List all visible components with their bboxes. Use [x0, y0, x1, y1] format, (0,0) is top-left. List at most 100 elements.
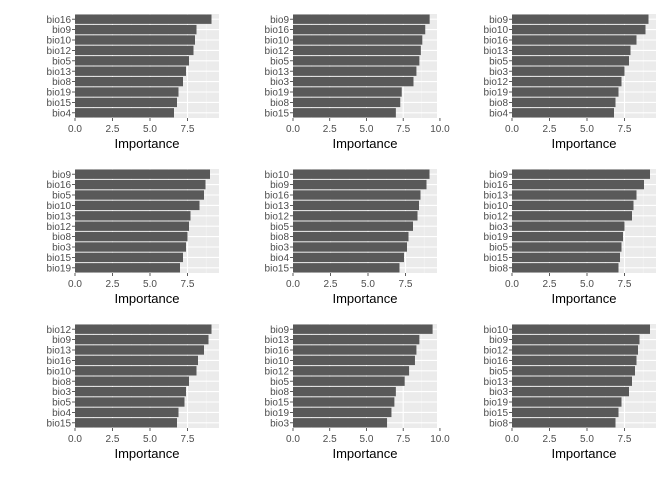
bar-bio5 [512, 56, 629, 66]
x-tick-label: 0.0 [286, 124, 300, 135]
bar-bio16 [293, 190, 421, 200]
y-tick-label: bio19 [265, 408, 290, 419]
bar-bio8 [75, 231, 188, 242]
bar-bio16 [75, 179, 206, 190]
y-tick-label: bio19 [484, 88, 509, 99]
x-axis-title: Importance [114, 291, 179, 306]
x-tick-label: 7.5 [181, 434, 195, 445]
bar-bio3 [512, 386, 629, 397]
y-tick-label: bio8 [489, 98, 508, 109]
y-tick-label: bio10 [484, 201, 509, 212]
y-tick-label: bio3 [52, 243, 71, 254]
bar-bio16 [512, 35, 637, 45]
bar-bio9 [293, 179, 427, 190]
x-axis-title: Importance [114, 446, 179, 461]
bar-bio13 [293, 334, 420, 345]
y-tick-label: bio9 [52, 335, 71, 346]
x-axis-title: Importance [332, 446, 397, 461]
bar-bio19 [512, 397, 622, 407]
bar-bio15 [512, 407, 619, 418]
x-tick-label: 0.0 [505, 124, 519, 135]
y-tick-label: bio16 [265, 25, 290, 36]
bar-bio15 [75, 418, 177, 428]
y-tick-label: bio4 [270, 253, 289, 264]
bar-bio10 [75, 366, 197, 376]
bar-bio8 [512, 263, 619, 273]
bar-bio5 [512, 366, 635, 376]
bar-bio19 [293, 87, 402, 97]
y-tick-label: bio13 [47, 346, 72, 357]
x-tick-label: 0.0 [68, 124, 82, 135]
y-tick-label: bio13 [265, 67, 290, 78]
y-tick-label: bio16 [265, 191, 290, 202]
bar-bio12 [75, 221, 189, 231]
bar-bio15 [75, 97, 177, 108]
y-tick-label: bio12 [265, 366, 290, 377]
bar-bio19 [75, 87, 179, 97]
bar-bio5 [512, 242, 622, 252]
y-tick-label: bio15 [265, 263, 290, 274]
x-axis-title: Importance [114, 136, 179, 151]
x-tick-label: 2.5 [323, 434, 337, 445]
bar-bio8 [293, 386, 396, 397]
y-tick-label: bio4 [52, 108, 71, 119]
bar-bio9 [293, 324, 433, 334]
bar-bio12 [512, 345, 638, 355]
bar-bio8 [293, 97, 401, 108]
x-tick-label: 0.0 [286, 434, 300, 445]
y-tick-label: bio19 [47, 263, 72, 274]
y-tick-label: bio9 [270, 15, 289, 26]
bar-bio5 [75, 397, 185, 407]
y-tick-label: bio4 [52, 408, 71, 419]
bar-bio13 [75, 345, 204, 355]
bar-bio9 [75, 169, 210, 179]
x-tick-label: 7.5 [396, 124, 410, 135]
x-tick-label: 7.5 [399, 279, 413, 290]
bar-bio8 [75, 376, 189, 386]
bar-bio3 [512, 66, 625, 76]
x-tick-label: 7.5 [181, 279, 195, 290]
bar-bio10 [75, 35, 195, 45]
y-tick-label: bio8 [52, 77, 71, 88]
y-tick-label: bio5 [270, 222, 289, 233]
y-tick-label: bio5 [489, 56, 508, 67]
bar-bio13 [75, 66, 186, 76]
bar-bio15 [75, 252, 183, 263]
bar-bio9 [293, 14, 430, 24]
y-tick-label: bio19 [484, 232, 509, 243]
bar-bio9 [512, 334, 640, 345]
y-tick-label: bio19 [484, 398, 509, 409]
y-tick-label: bio10 [47, 201, 72, 212]
y-tick-label: bio15 [47, 98, 72, 109]
bar-bio13 [512, 45, 631, 56]
y-tick-label: bio8 [489, 418, 508, 429]
y-tick-label: bio5 [270, 56, 289, 67]
x-tick-label: 2.5 [543, 124, 557, 135]
y-tick-label: bio10 [265, 170, 290, 181]
bar-bio8 [512, 97, 616, 108]
y-tick-label: bio3 [270, 418, 289, 429]
bar-bio4 [512, 108, 614, 118]
y-tick-label: bio8 [52, 232, 71, 243]
y-tick-label: bio8 [270, 232, 289, 243]
x-axis-title: Importance [332, 291, 397, 306]
bar-bio16 [293, 24, 426, 35]
y-tick-label: bio12 [47, 325, 72, 336]
bar-bio3 [293, 76, 414, 87]
y-tick-label: bio5 [52, 56, 71, 67]
chart-panel-4: bio9bio16bio5bio10bio13bio12bio8bio3bio1… [47, 169, 219, 306]
bar-bio10 [293, 355, 415, 366]
y-tick-label: bio8 [489, 263, 508, 274]
bar-bio15 [293, 108, 396, 118]
y-tick-label: bio10 [265, 36, 290, 47]
x-tick-label: 5.0 [580, 279, 594, 290]
y-tick-label: bio16 [47, 356, 72, 367]
x-tick-label: 5.0 [143, 434, 157, 445]
x-tick-label: 7.5 [618, 279, 632, 290]
x-tick-label: 5.0 [580, 124, 594, 135]
bar-bio19 [512, 87, 619, 97]
y-tick-label: bio19 [265, 88, 290, 99]
bar-bio16 [512, 179, 644, 190]
y-tick-label: bio5 [270, 377, 289, 388]
